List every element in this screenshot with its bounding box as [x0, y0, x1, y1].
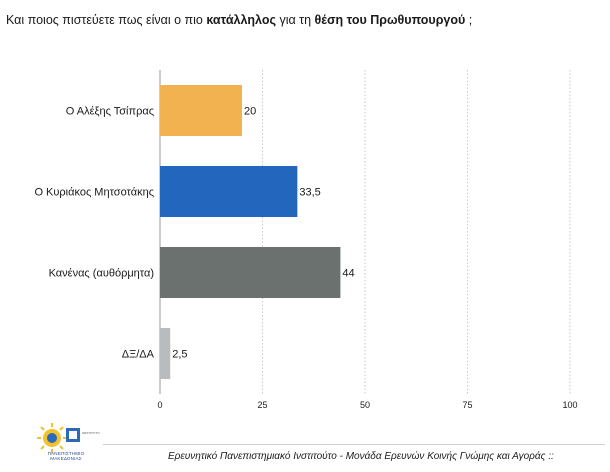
value-label: 2,5: [172, 349, 187, 361]
x-tick-label: 100: [562, 400, 577, 410]
x-tick-label: 25: [257, 400, 267, 410]
x-tick-label: 0: [157, 400, 162, 410]
logo-caption-line-1: ΠΑΝΕΠΙΣΤΗΜΙΟ: [47, 451, 85, 456]
svg-text:ΙΝΣΤΙΤΟΥΤΟ: ΙΝΣΤΙΤΟΥΤΟ: [82, 431, 100, 435]
logo-caption: ΠΑΝΕΠΙΣΤΗΜΙΟ ΜΑΚΕΔΟΝΙΑΣ: [30, 451, 102, 461]
question-bold-1: κατάλληλος: [206, 13, 276, 27]
category-label: Ο Κυριάκος Μητσοτάκης: [34, 187, 154, 199]
university-logo: ΙΝΣΤΙΤΟΥΤΟ: [37, 423, 100, 453]
category-label: Κανένας (αυθόρμητα): [49, 268, 154, 280]
value-label: 33,5: [299, 187, 320, 199]
question-part-1: Και ποιος πιστεύετε πως είναι ο πιο: [6, 13, 207, 27]
value-label: 20: [244, 106, 256, 118]
bar: [160, 327, 171, 380]
question-part-3: ;: [465, 13, 473, 27]
bar-chart: 0 25 50 75 100 Ο Αλέξης Τσίπρας 20 Ο Κυριάκος Μ…: [34, 70, 578, 410]
bar: [160, 165, 298, 218]
question-bold-2: θέση του Πρωθυπουργού: [314, 13, 466, 27]
bar: [160, 84, 242, 137]
category-label: Ο Αλέξης Τσίπρας: [66, 106, 154, 118]
value-label: 44: [342, 268, 354, 280]
question-part-2: για τη: [275, 13, 315, 27]
x-tick-label: 50: [360, 400, 370, 410]
category-label: ΔΞ/ΔΑ: [122, 349, 155, 361]
footer-credit: Ερευνητικό Πανεπιστημιακό Ινστιτούτο - Μ…: [168, 451, 554, 462]
logo-caption-line-2: ΜΑΚΕΔΟΝΙΑΣ: [50, 456, 82, 461]
bar: [160, 246, 341, 299]
footer-divider: [103, 444, 605, 445]
question-title: Και ποιος πιστεύετε πως είναι ο πιο κατά…: [6, 13, 606, 27]
x-tick-label: 75: [462, 400, 472, 410]
